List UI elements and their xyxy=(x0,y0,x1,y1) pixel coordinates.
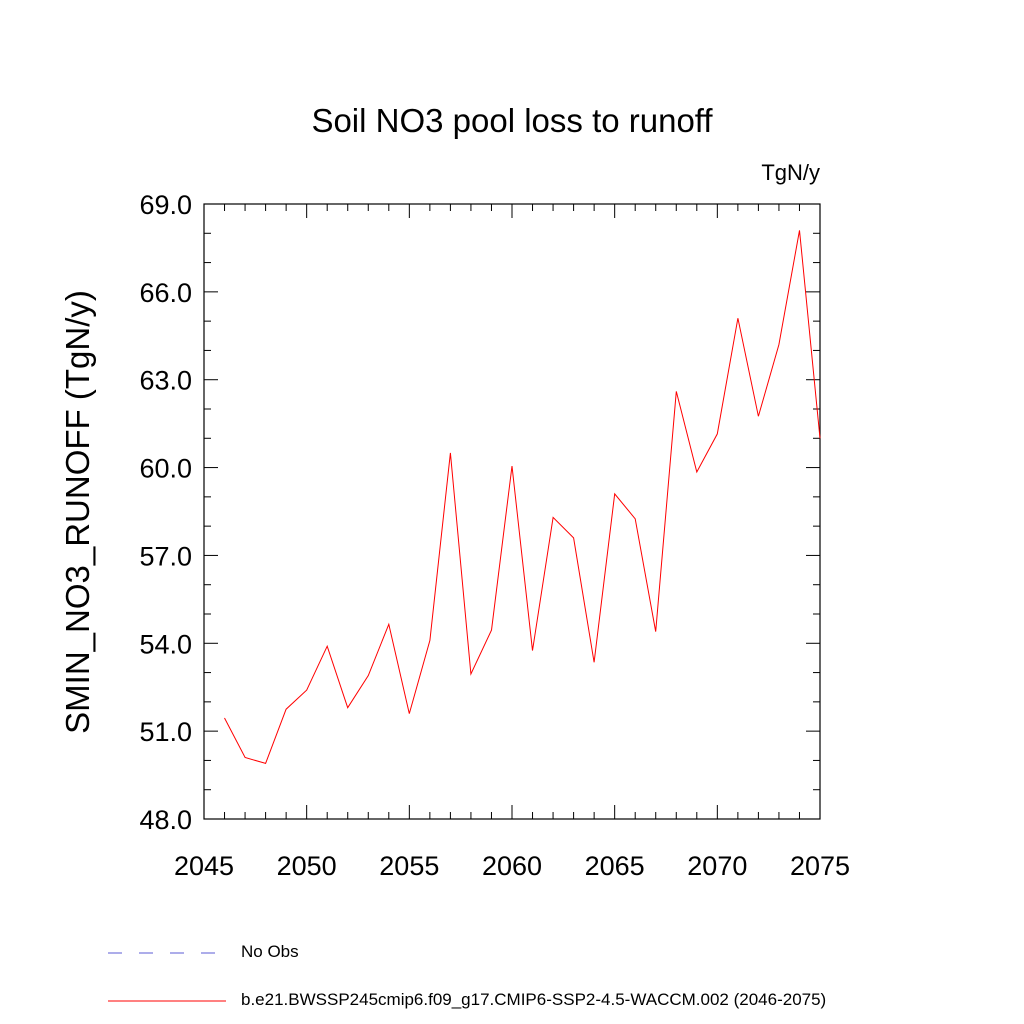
x-tick-label: 2060 xyxy=(482,851,542,881)
y-axis-ticks: 48.0 51.0 54.0 57.0 60.0 63.0 66.0 69.0 xyxy=(139,190,820,835)
y-tick-label: 57.0 xyxy=(139,541,192,571)
units-label: TgN/y xyxy=(761,160,820,185)
x-tick-label: 2055 xyxy=(379,851,439,881)
y-tick-label: 63.0 xyxy=(139,366,192,396)
x-tick-label: 2045 xyxy=(174,851,234,881)
y-tick-label: 69.0 xyxy=(139,190,192,220)
x-tick-label: 2075 xyxy=(790,851,850,881)
y-tick-label: 48.0 xyxy=(139,805,192,835)
y-tick-label: 60.0 xyxy=(139,454,192,484)
plot-frame xyxy=(203,203,821,820)
x-tick-label: 2065 xyxy=(585,851,645,881)
x-tick-label: 2070 xyxy=(687,851,747,881)
chart-title: Soil NO3 pool loss to runoff xyxy=(311,102,713,139)
series-line xyxy=(224,230,821,765)
x-axis-ticks: 2045 2050 2055 2060 2065 2070 2075 xyxy=(174,204,850,881)
y-axis-label: SMIN_NO3_RUNOFF (TgN/y) xyxy=(59,290,96,734)
x-tick-label: 2050 xyxy=(277,851,337,881)
y-tick-label: 66.0 xyxy=(139,278,192,308)
y-tick-label: 54.0 xyxy=(139,629,192,659)
y-tick-label: 51.0 xyxy=(139,717,192,747)
series-layer xyxy=(224,230,821,765)
